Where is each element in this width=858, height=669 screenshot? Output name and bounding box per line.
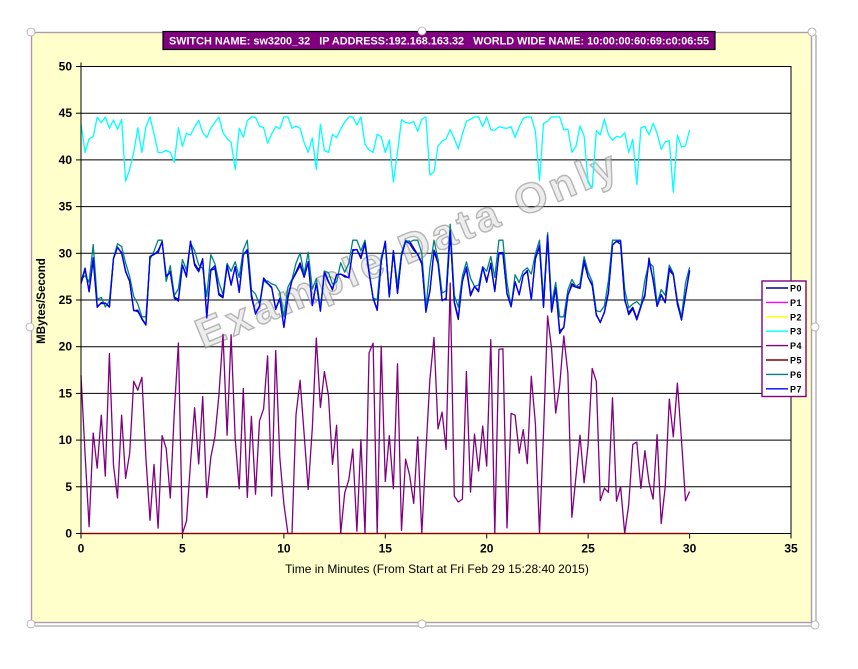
svg-text:50: 50 <box>59 60 73 74</box>
svg-text:P3: P3 <box>790 327 802 337</box>
svg-text:5: 5 <box>179 542 186 556</box>
svg-text:30: 30 <box>683 542 697 556</box>
svg-text:P4: P4 <box>790 341 802 351</box>
svg-text:20: 20 <box>59 340 73 354</box>
svg-text:30: 30 <box>59 246 73 260</box>
svg-text:45: 45 <box>59 106 73 120</box>
svg-text:P6: P6 <box>790 370 802 380</box>
svg-text:0: 0 <box>65 527 72 541</box>
svg-text:10: 10 <box>59 433 73 447</box>
svg-text:25: 25 <box>581 542 595 556</box>
svg-text:MBytes/Second: MBytes/Second <box>36 258 48 344</box>
svg-text:10: 10 <box>277 542 291 556</box>
svg-text:25: 25 <box>59 293 73 307</box>
svg-text:5: 5 <box>65 480 72 494</box>
svg-text:40: 40 <box>59 153 73 167</box>
svg-text:Time in Minutes (From Start at: Time in Minutes (From Start at Fri Feb 2… <box>285 562 589 576</box>
svg-text:15: 15 <box>379 542 393 556</box>
svg-text:SWITCH NAME: sw3200_32 IP AD: SWITCH NAME: sw3200_32 IP ADDRESS:192.16… <box>169 36 709 48</box>
svg-text:P5: P5 <box>790 356 802 366</box>
svg-text:P1: P1 <box>790 298 802 308</box>
svg-text:35: 35 <box>59 200 73 214</box>
svg-text:P0: P0 <box>790 284 802 294</box>
svg-text:0: 0 <box>78 542 85 556</box>
svg-text:P7: P7 <box>790 384 802 394</box>
svg-text:15: 15 <box>59 386 73 400</box>
svg-text:20: 20 <box>480 542 494 556</box>
svg-text:P2: P2 <box>790 312 802 322</box>
svg-text:35: 35 <box>784 542 798 556</box>
